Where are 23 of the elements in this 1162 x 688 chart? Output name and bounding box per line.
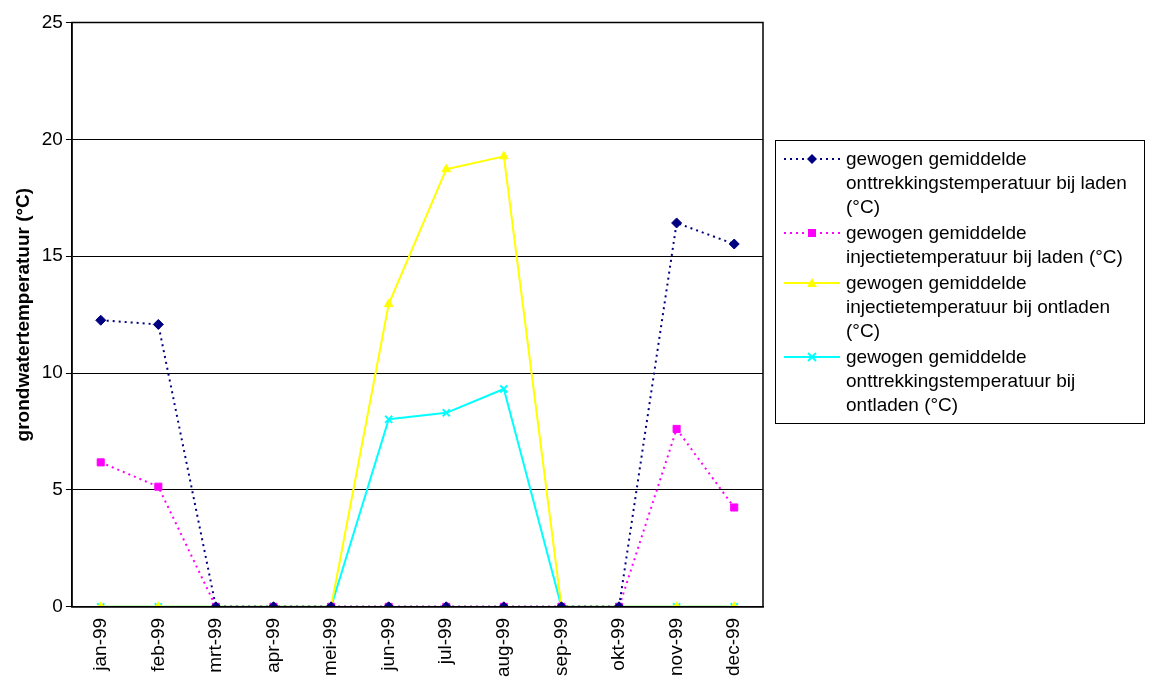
legend-label: gewogen gemiddelde injectietemperatuur bij ontladen (°C) bbox=[846, 271, 1112, 343]
x-tick-label: jul-99 bbox=[434, 617, 456, 666]
y-tick-label: 0 bbox=[52, 595, 63, 617]
x-tick-label: okt-99 bbox=[607, 617, 629, 671]
legend-label: gewogen gemiddelde onttrekkingstemperatuur bij ontladen (°C) bbox=[846, 345, 1077, 417]
y-axis-title: grondwatertemperatuur (°C) bbox=[11, 187, 33, 442]
y-tick-label: 5 bbox=[52, 478, 63, 500]
x-tick-label: dec-99 bbox=[722, 617, 744, 676]
x-tick-label: aug-99 bbox=[492, 617, 514, 678]
y-tick-label: 10 bbox=[41, 361, 63, 383]
legend-label: gewogen gemiddelde injectietemperatuur bij laden (°C) bbox=[846, 221, 1124, 269]
x-tick-label: mei-99 bbox=[319, 617, 341, 676]
x-tick-label: sep-99 bbox=[549, 617, 571, 676]
x-tick-label: mrt-99 bbox=[204, 617, 226, 673]
x-tick-label: apr-99 bbox=[261, 617, 283, 673]
legend-label: gewogen gemiddelde onttrekkingstemperatuur bij laden (°C) bbox=[846, 147, 1128, 219]
x-tick-label: nov-99 bbox=[664, 617, 686, 676]
x-tick-label: jun-99 bbox=[376, 617, 398, 672]
y-tick-label: 15 bbox=[41, 244, 63, 266]
x-tick-label: feb-99 bbox=[146, 617, 168, 672]
y-tick-label: 25 bbox=[41, 10, 63, 32]
x-tick-label: jan-99 bbox=[88, 617, 110, 672]
y-tick-label: 20 bbox=[41, 127, 63, 149]
